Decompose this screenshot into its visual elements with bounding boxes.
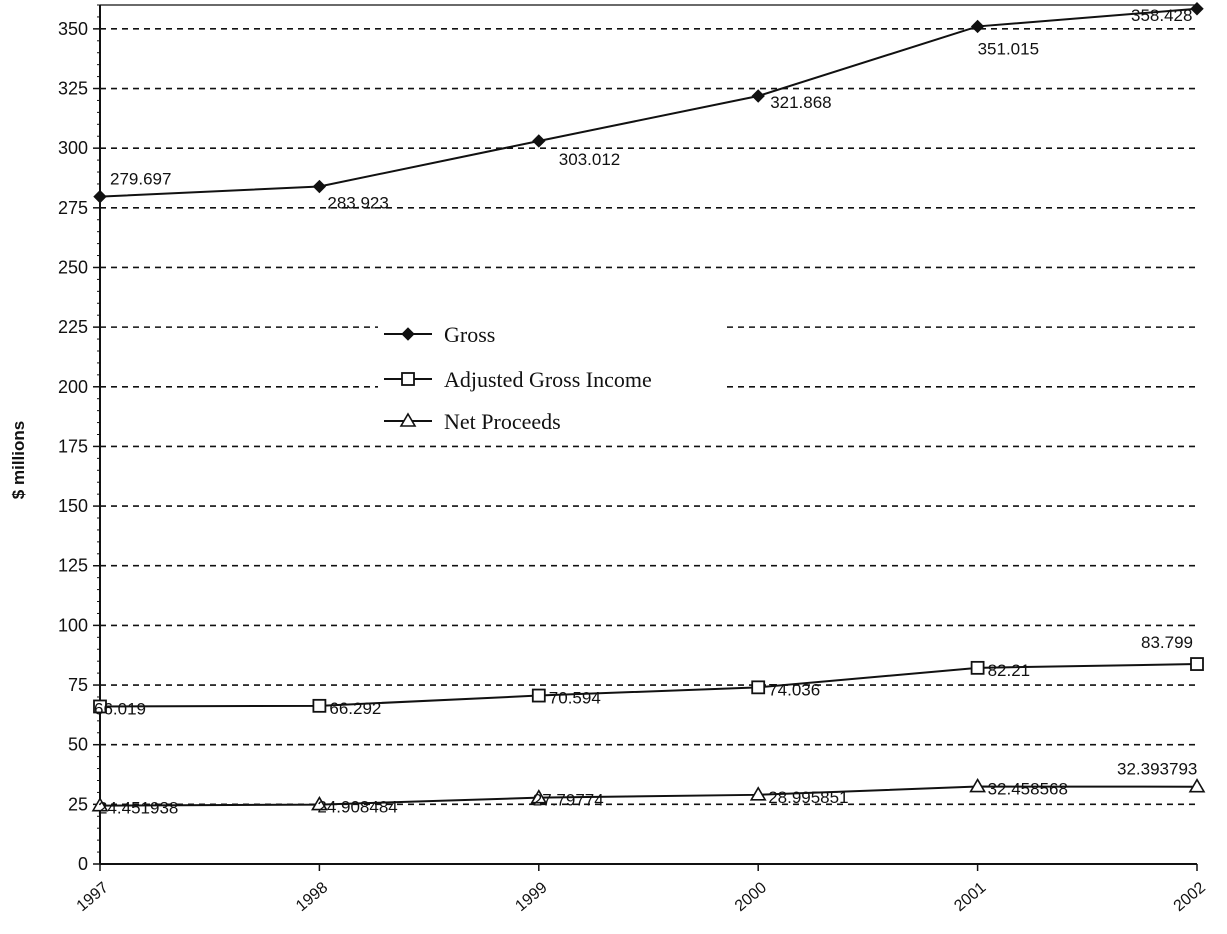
legend-label: Adjusted Gross Income xyxy=(444,367,652,392)
data-label-gross: 351.015 xyxy=(978,39,1039,58)
data-label-gross: 279.697 xyxy=(110,170,171,189)
y-tick-label: 350 xyxy=(58,19,88,39)
triangle-marker xyxy=(399,412,417,427)
data-label-gross: 303.012 xyxy=(559,150,620,169)
y-tick-label: 125 xyxy=(58,556,88,576)
y-tick-label: 100 xyxy=(58,615,88,635)
axes: 0 25 50 75 100 125 150 175 200 225 250 275 300 325 350… xyxy=(58,4,1209,915)
diamond-marker xyxy=(751,89,765,103)
data-label-adjusted-gross-income: 66.292 xyxy=(329,699,381,718)
square-marker xyxy=(970,660,985,675)
data-label-gross: 358.428 xyxy=(1131,6,1192,25)
x-tick-label: 2000 xyxy=(732,879,770,915)
x-tick-label: 2002 xyxy=(1171,879,1209,915)
y-tick-label: 275 xyxy=(58,198,88,218)
x-tick-label: 1999 xyxy=(512,879,550,915)
y-tick-label: 325 xyxy=(58,79,88,99)
square-marker xyxy=(1190,657,1204,671)
y-tick-label: 0 xyxy=(78,854,88,874)
data-label-net-proceeds: 24.908484 xyxy=(317,798,397,817)
data-label-net-proceeds: 32.393793 xyxy=(1117,760,1197,779)
series-lines xyxy=(91,2,1206,812)
x-tick-label: 1997 xyxy=(74,879,112,915)
triangle-marker xyxy=(91,797,109,812)
legend-box xyxy=(378,312,724,440)
x-tick-label: 1998 xyxy=(293,879,331,915)
data-label-net-proceeds: 28.995851 xyxy=(768,788,848,807)
data-label-net-proceeds: 32.458568 xyxy=(988,780,1068,799)
y-tick-label: 175 xyxy=(58,436,88,456)
data-label-gross: 283.923 xyxy=(327,194,388,213)
series-line-gross xyxy=(99,7,1198,198)
gridlines xyxy=(100,28,1197,806)
square-marker xyxy=(531,688,546,703)
data-labels: 279.697 283.923 303.012 321.868 351.015 358.4… xyxy=(94,6,1197,818)
triangle-marker xyxy=(311,795,328,811)
data-label-gross: 321.868 xyxy=(770,93,831,112)
y-tick-label: 50 xyxy=(68,735,88,755)
legend: Gross Adjusted Gross Income Net Proceeds xyxy=(378,312,724,440)
diamond-marker xyxy=(312,179,327,194)
legend-label: Gross xyxy=(444,322,495,347)
diamond-marker xyxy=(532,134,546,148)
data-label-adjusted-gross-income: 70.594 xyxy=(549,689,601,708)
y-tick-label: 250 xyxy=(58,257,88,277)
data-label-adjusted-gross-income: 82.21 xyxy=(988,661,1031,680)
series-line-net-proceeds xyxy=(99,785,1198,807)
data-label-adjusted-gross-income: 66.019 xyxy=(94,699,146,718)
diamond-marker xyxy=(970,19,985,34)
square-marker xyxy=(751,680,766,695)
data-label-adjusted-gross-income: 83.799 xyxy=(1141,633,1193,652)
triangle-marker xyxy=(1188,778,1206,793)
triangle-marker xyxy=(969,777,986,793)
y-tick-label: 225 xyxy=(58,317,88,337)
x-tick-label: 2001 xyxy=(951,879,989,915)
diamond-marker xyxy=(401,327,415,341)
triangle-marker xyxy=(749,786,767,801)
diamond-marker xyxy=(1190,2,1204,16)
y-tick-label: 150 xyxy=(58,496,88,516)
legend-label: Net Proceeds xyxy=(444,409,561,434)
square-marker xyxy=(312,698,327,713)
triangle-marker xyxy=(530,789,548,804)
diamond-marker xyxy=(93,189,107,204)
square-marker xyxy=(401,372,415,386)
y-axis-title: $ millions xyxy=(9,421,28,499)
square-marker xyxy=(93,699,107,714)
y-tick-label: 25 xyxy=(68,794,88,814)
data-label-net-proceeds: 27.79774 xyxy=(533,791,604,810)
y-tick-label: 75 xyxy=(68,675,88,695)
data-label-net-proceeds: 24.451938 xyxy=(98,799,178,818)
data-label-adjusted-gross-income: 74.036 xyxy=(768,680,820,699)
y-tick-label: 300 xyxy=(58,138,88,158)
series-line-adjusted-gross-income xyxy=(99,663,1198,708)
y-tick-label: 200 xyxy=(58,377,88,397)
